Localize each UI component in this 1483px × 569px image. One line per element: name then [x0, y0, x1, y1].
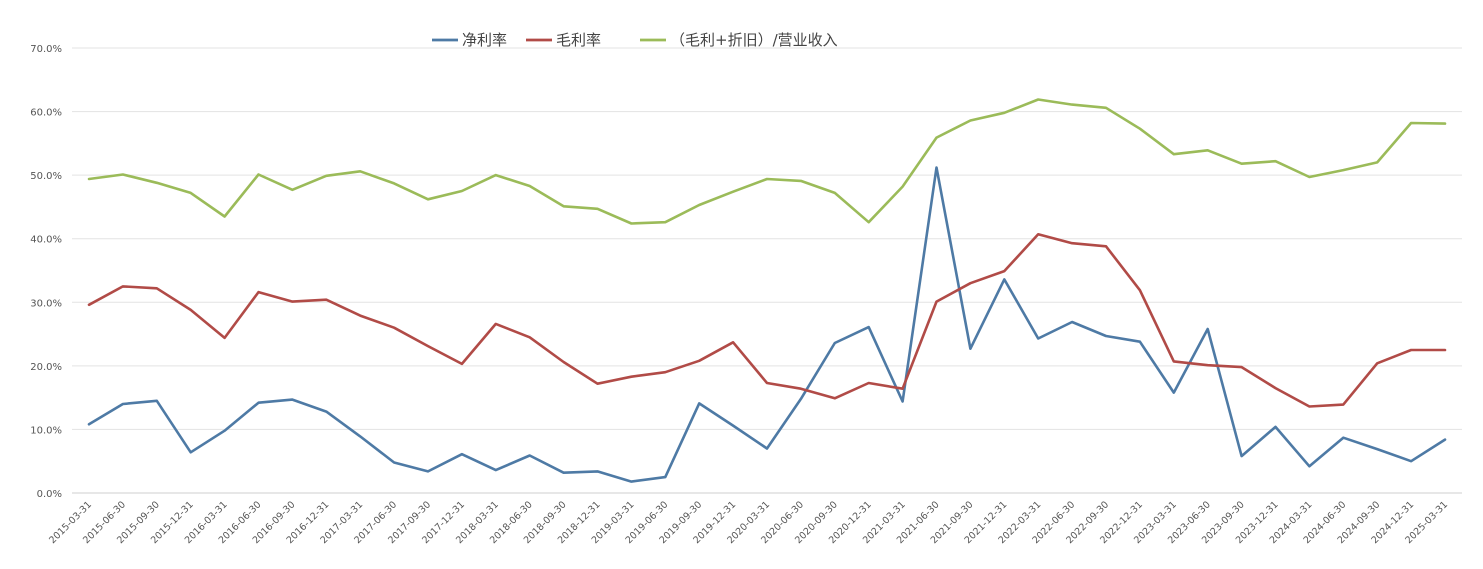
- y-tick-label: 40.0%: [30, 235, 62, 246]
- y-tick-label: 70.0%: [30, 44, 62, 55]
- legend-label-0: 净利率: [462, 31, 507, 49]
- legend-label-2: （毛利+折旧）/营业收入: [670, 31, 838, 49]
- series-lines: [87, 98, 1447, 483]
- y-tick-label: 0.0%: [37, 489, 62, 500]
- legend: 净利率 毛利率 （毛利+折旧）/营业收入: [432, 31, 838, 49]
- series-line-1: [87, 233, 1447, 408]
- series-line-0: [87, 166, 1447, 483]
- y-tick-label: 30.0%: [30, 298, 62, 309]
- y-tick-label: 60.0%: [30, 108, 62, 119]
- gridlines: [72, 47, 1462, 494]
- y-axis-ticks: 0.0% 10.0% 20.0% 30.0% 40.0% 50.0% 60.0% 70.0%: [30, 44, 62, 500]
- y-tick-label: 50.0%: [30, 171, 62, 182]
- y-tick-label: 20.0%: [30, 362, 62, 373]
- series-line-2: [87, 98, 1447, 225]
- x-axis-ticks: 2015-03-312015-06-302015-09-302015-12-31…: [47, 499, 1450, 546]
- legend-label-1: 毛利率: [556, 31, 601, 49]
- y-tick-label: 10.0%: [30, 425, 62, 436]
